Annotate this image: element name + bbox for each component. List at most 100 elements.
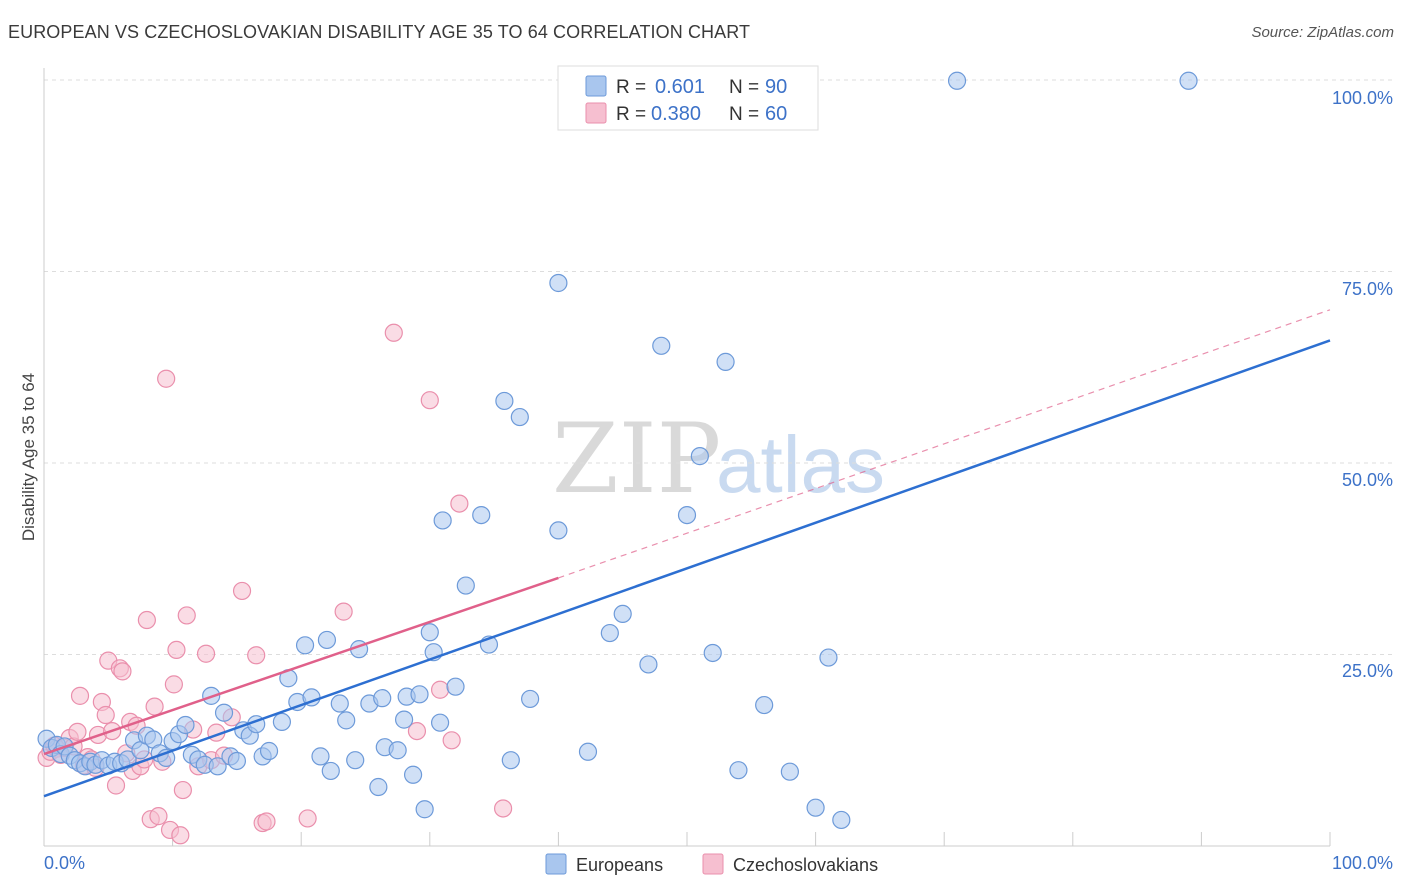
european-point-80 [690, 447, 709, 466]
european-point-82 [716, 352, 735, 371]
european-point-70 [510, 407, 529, 427]
european-point-88 [832, 810, 851, 830]
european-point-55 [394, 710, 414, 729]
czech-trend-extension [558, 309, 1331, 579]
czech-point-42 [196, 644, 216, 663]
czech-point-47 [232, 581, 252, 601]
european-point-54 [388, 741, 407, 760]
czech-point-8 [68, 722, 87, 741]
bottom-legend-czech: Czechoslovakians [733, 855, 878, 875]
european-point-64 [446, 677, 465, 696]
czech-point-33 [157, 369, 176, 388]
european-point-24 [176, 715, 195, 735]
chart-title: EUROPEAN VS CZECHOSLOVAKIAN DISABILITY A… [8, 22, 751, 42]
legend-european-n-value: 90 [765, 76, 787, 98]
bottom-legend-swatch-european [545, 853, 567, 875]
european-point-52 [373, 689, 392, 708]
european-point-74 [578, 742, 598, 761]
y-tick-label-75: 75.0% [1342, 279, 1393, 299]
legend-czech-r-label: R = [616, 104, 646, 125]
czech-point-48 [247, 646, 266, 665]
czech-point-57 [442, 731, 461, 750]
y-tick-label-50: 50.0% [1342, 470, 1393, 490]
european-point-44 [321, 761, 340, 781]
european-point-68 [495, 391, 514, 411]
european-point-72 [549, 521, 568, 540]
czech-point-54 [407, 721, 427, 741]
european-trend-line [43, 339, 1331, 798]
legend-czech-n-label: N = [729, 104, 759, 125]
european-point-66 [472, 505, 491, 525]
european-point-89 [947, 71, 967, 90]
european-point-76 [613, 604, 632, 624]
legend-czech-n-value: 60 [765, 103, 787, 125]
watermark: ZIP atlas [552, 403, 885, 515]
european-point-71 [521, 689, 540, 709]
european-point-57 [403, 765, 423, 784]
czech-point-52 [334, 602, 353, 621]
european-point-45 [317, 630, 337, 650]
czech-point-50 [257, 812, 276, 831]
y-tick-labels: 100.0% 75.0% 50.0% 25.0% [1332, 88, 1393, 681]
legend-czech-r-value: 0.380 [651, 103, 701, 125]
european-point-86 [806, 798, 825, 817]
czech-point-58 [450, 494, 469, 513]
trend-lines [43, 309, 1331, 798]
european-point-38 [272, 712, 292, 732]
czech-point-53 [384, 323, 403, 342]
czech-point-30 [145, 697, 164, 716]
european-point-78 [652, 336, 671, 355]
czech-point-21 [113, 662, 132, 681]
european-point-32 [227, 751, 246, 771]
legend-european-r-label: R = [616, 77, 646, 98]
european-point-41 [295, 636, 315, 655]
european-point-83 [729, 761, 748, 780]
czech-point-19 [106, 776, 126, 795]
legend-european-r-value: 0.601 [655, 76, 705, 98]
european-point-37 [259, 741, 279, 761]
european-point-51 [369, 777, 388, 797]
european-point-30 [214, 703, 234, 722]
european-point-15 [118, 750, 137, 769]
bottom-legend-european: Europeans [576, 855, 663, 875]
czech-point-9 [70, 686, 90, 705]
czech-point-59 [494, 799, 513, 818]
european-point-48 [346, 751, 365, 770]
legend: R = 0.601 N = 90 R = 0.380 N = 60 [557, 65, 819, 131]
european-point-85 [780, 762, 799, 781]
y-axis-title: Disability Age 35 to 64 [19, 373, 38, 541]
y-tick-label-25: 25.0% [1342, 661, 1393, 681]
european-point-69 [501, 751, 520, 770]
watermark-atlas: atlas [716, 420, 885, 509]
czech-trend-line [43, 576, 559, 756]
european-point-90 [1179, 71, 1198, 90]
czech-point-38 [173, 780, 192, 800]
source-credit: Source: ZipAtlas.com [1251, 24, 1394, 41]
czech-point-37 [171, 826, 190, 845]
bottom-legend: Europeans Czechoslovakians [545, 853, 878, 875]
x-tick-label-max: 100.0% [1332, 853, 1393, 873]
legend-european-n-label: N = [729, 77, 759, 98]
czech-point-51 [298, 809, 317, 828]
european-point-73 [549, 273, 568, 293]
european-point-63 [433, 511, 452, 530]
y-tick-label-100: 100.0% [1332, 88, 1393, 108]
czech-point-35 [164, 675, 183, 694]
european-point-87 [819, 648, 838, 667]
european-point-60 [420, 623, 439, 642]
european-points [37, 71, 1198, 830]
european-point-65 [456, 576, 475, 595]
european-point-77 [639, 655, 658, 674]
european-point-59 [415, 800, 434, 819]
czech-point-56 [430, 680, 450, 699]
x-ticks [43, 832, 1331, 846]
european-point-58 [410, 685, 429, 704]
czech-point-55 [420, 391, 439, 410]
european-point-43 [311, 747, 330, 766]
czech-point-39 [177, 606, 196, 625]
european-point-46 [330, 694, 349, 713]
european-point-62 [430, 713, 450, 732]
european-point-81 [703, 643, 722, 663]
czech-point-28 [137, 610, 156, 630]
